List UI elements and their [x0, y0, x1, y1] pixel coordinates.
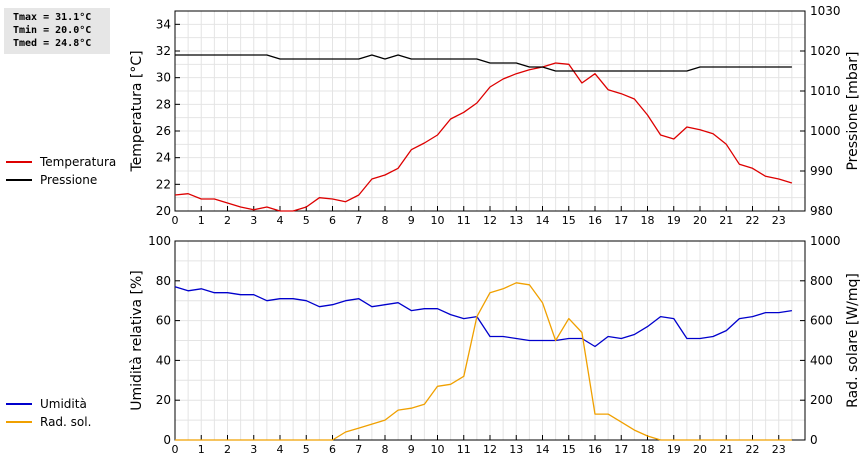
bottom-y2-tick-label: 0 — [810, 433, 818, 447]
top-y2-tick-label: 990 — [810, 164, 833, 178]
stats-tmed: Tmed = 24.8°C — [13, 38, 92, 49]
bottom-y2-tick-label: 1000 — [810, 234, 841, 248]
bottom-y2-tick-label: 400 — [810, 353, 833, 367]
top-x-tick-label: 4 — [277, 214, 284, 227]
top-y2-tick-label: 1010 — [810, 84, 841, 98]
top-x-tick-label: 13 — [509, 214, 523, 227]
top-x-tick-label: 6 — [329, 214, 336, 227]
top-y-tick-label: 32 — [156, 44, 171, 58]
legend-swatch-umidita — [6, 403, 32, 405]
bottom-x-tick-label: 0 — [172, 443, 179, 456]
top-x-tick-label: 20 — [693, 214, 707, 227]
top-y-tick-label: 24 — [156, 151, 171, 165]
top-y2-tick-label: 1020 — [810, 44, 841, 58]
top-y-axis-title: Temperatura [°C] — [129, 50, 145, 172]
series-line-temperatura — [174, 62, 793, 212]
bottom-x-tick-label: 9 — [408, 443, 415, 456]
stats-tmax: Tmax = 31.1°C — [13, 12, 92, 23]
top-x-tick-label: 15 — [562, 214, 576, 227]
bottom-y-tick-label: 80 — [156, 274, 171, 288]
top-x-tick-label: 22 — [746, 214, 760, 227]
bottom-x-tick-label: 10 — [431, 443, 445, 456]
bottom-x-tick-label: 20 — [693, 443, 707, 456]
top-x-tick-label: 16 — [588, 214, 602, 227]
legend-label-pressione: Pressione — [40, 173, 98, 187]
top-panel: 0 1 2 3 4 5 6 7 8 9 10 11 12 13 14 15 16 17 18 19 20 21 22 2320… — [129, 4, 860, 227]
bottom-y-tick-label: 100 — [148, 234, 171, 248]
bottom-x-tick-label: 19 — [667, 443, 681, 456]
top-x-tick-label: 5 — [303, 214, 310, 227]
bottom-y2-axis-title: Rad. solare [W/mq] — [845, 273, 860, 408]
top-x-tick-label: 7 — [355, 214, 362, 227]
top-y-tick-label: 28 — [156, 97, 171, 111]
top-y-tick-label: 26 — [156, 124, 171, 138]
top-y-tick-label: 22 — [156, 177, 171, 191]
top-x-tick-label: 19 — [667, 214, 681, 227]
top-y-tick-label: 30 — [156, 71, 171, 85]
stats-tmin: Tmin = 20.0°C — [13, 25, 92, 36]
bottom-y-axis-title: Umidità relativa [%] — [129, 270, 145, 411]
top-x-tick-label: 11 — [457, 214, 471, 227]
legend-label-temperatura: Temperatura — [40, 155, 117, 169]
top-x-tick-label: 14 — [536, 214, 550, 227]
top-x-tick-label: 0 — [172, 214, 179, 227]
legend-swatch-pressione — [6, 179, 32, 181]
bottom-x-tick-label: 16 — [588, 443, 602, 456]
bottom-x-tick-label: 6 — [329, 443, 336, 456]
bottom-x-tick-label: 22 — [746, 443, 760, 456]
bottom-y2-tick-label: 200 — [810, 393, 833, 407]
bottom-x-tick-label: 8 — [382, 443, 389, 456]
series-line-pressione — [175, 54, 792, 72]
top-x-tick-label: 9 — [408, 214, 415, 227]
bottom-x-tick-label: 14 — [536, 443, 550, 456]
bottom-x-tick-label: 15 — [562, 443, 576, 456]
bottom-panel: 0 1 2 3 4 5 6 7 8 9 10 11 12 13 14 15 16 17 18 19 20 21 22 2302… — [129, 234, 860, 456]
legend-swatch-radsol — [6, 421, 32, 423]
top-x-tick-label: 1 — [198, 214, 205, 227]
bottom-y-tick-label: 20 — [156, 393, 171, 407]
bottom-x-tick-label: 2 — [224, 443, 231, 456]
top-y-tick-label: 34 — [156, 17, 171, 31]
legend-label-radsol: Rad. sol. — [40, 415, 92, 429]
bottom-x-tick-label: 12 — [483, 443, 497, 456]
top-x-tick-label: 2 — [224, 214, 231, 227]
series-line-rad-sol — [175, 282, 792, 441]
top-x-tick-label: 12 — [483, 214, 497, 227]
bottom-x-tick-label: 4 — [277, 443, 284, 456]
top-y-tick-label: 20 — [156, 204, 171, 218]
bottom-y-tick-label: 40 — [156, 353, 171, 367]
bottom-x-tick-label: 3 — [250, 443, 257, 456]
bottom-y2-tick-label: 600 — [810, 314, 833, 328]
bottom-x-tick-label: 5 — [303, 443, 310, 456]
top-x-tick-label: 21 — [719, 214, 733, 227]
top-x-tick-label: 23 — [772, 214, 786, 227]
bottom-y-tick-label: 60 — [156, 314, 171, 328]
bottom-y2-tick-label: 800 — [810, 274, 833, 288]
top-y2-tick-label: 1030 — [810, 4, 841, 18]
top-y2-axis-title: Pressione [mbar] — [845, 51, 860, 170]
bottom-x-tick-label: 18 — [641, 443, 655, 456]
top-x-tick-label: 18 — [641, 214, 655, 227]
legend-label-umidita: Umidità — [40, 397, 87, 411]
bottom-x-tick-label: 11 — [457, 443, 471, 456]
bottom-y-tick-label: 0 — [163, 433, 171, 447]
top-x-tick-label: 8 — [382, 214, 389, 227]
top-x-tick-label: 17 — [614, 214, 628, 227]
bottom-x-tick-label: 7 — [355, 443, 362, 456]
bottom-x-tick-label: 21 — [719, 443, 733, 456]
top-y2-tick-label: 980 — [810, 204, 833, 218]
bottom-x-tick-label: 17 — [614, 443, 628, 456]
top-x-tick-label: 10 — [431, 214, 445, 227]
top-x-tick-label: 3 — [250, 214, 257, 227]
series-line-umidit — [174, 286, 792, 348]
bottom-x-tick-label: 23 — [772, 443, 786, 456]
bottom-x-tick-label: 13 — [509, 443, 523, 456]
stats-box: Tmax = 31.1°C Tmin = 20.0°C Tmed = 24.8°… — [4, 8, 110, 54]
bottom-x-tick-label: 1 — [198, 443, 205, 456]
legend-swatch-temperatura — [6, 161, 32, 163]
top-y2-tick-label: 1000 — [810, 124, 841, 138]
